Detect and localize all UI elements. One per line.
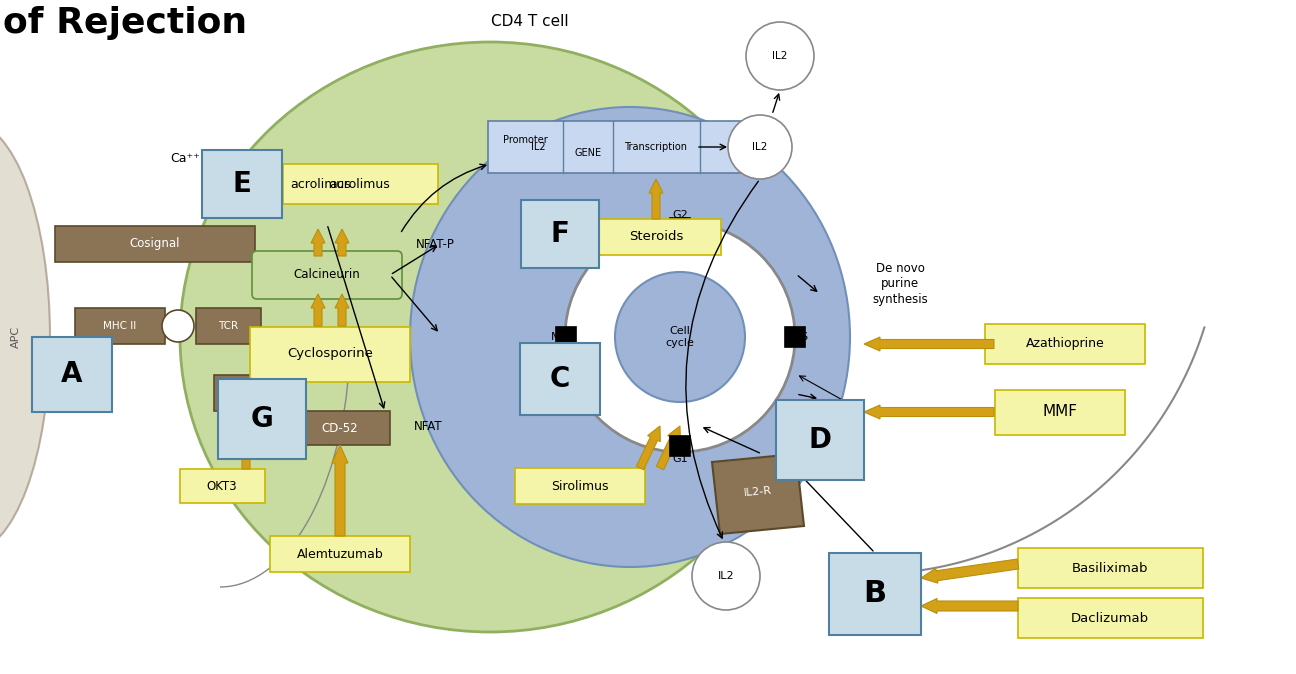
Text: TCR: TCR bbox=[218, 321, 238, 331]
Text: Ca⁺⁺: Ca⁺⁺ bbox=[170, 152, 200, 166]
Bar bbox=[785, 327, 805, 347]
Text: Alemtuzumab: Alemtuzumab bbox=[297, 547, 384, 561]
FancyArrow shape bbox=[864, 405, 994, 419]
Text: IL2: IL2 bbox=[772, 51, 788, 61]
Text: Daclizumab: Daclizumab bbox=[1070, 611, 1150, 625]
Bar bbox=[515, 468, 645, 504]
Bar bbox=[520, 343, 600, 415]
Bar bbox=[250, 326, 410, 381]
Bar bbox=[180, 469, 264, 503]
Polygon shape bbox=[712, 454, 804, 534]
Text: Cell
cycle: Cell cycle bbox=[666, 326, 695, 348]
Text: acrolimus: acrolimus bbox=[290, 177, 351, 191]
Text: A: A bbox=[61, 360, 83, 388]
Bar bbox=[32, 336, 111, 412]
Bar bbox=[489, 121, 748, 173]
Text: Cosignal: Cosignal bbox=[130, 237, 180, 251]
Circle shape bbox=[162, 310, 194, 342]
Text: IL2-R: IL2-R bbox=[744, 486, 772, 498]
Text: B: B bbox=[863, 580, 886, 609]
Text: GENE: GENE bbox=[574, 148, 601, 158]
FancyArrow shape bbox=[332, 445, 349, 536]
Text: Transcription: Transcription bbox=[625, 142, 687, 152]
FancyArrow shape bbox=[656, 426, 680, 470]
Circle shape bbox=[746, 22, 814, 90]
Text: C: C bbox=[550, 365, 570, 393]
Bar bbox=[196, 308, 260, 344]
Bar bbox=[290, 411, 390, 445]
Text: G1: G1 bbox=[673, 454, 688, 464]
Text: De novo
purine
synthesis: De novo purine synthesis bbox=[872, 262, 928, 305]
Bar bbox=[670, 218, 689, 238]
Bar bbox=[985, 324, 1144, 364]
Ellipse shape bbox=[410, 107, 850, 567]
Text: OKT3: OKT3 bbox=[206, 479, 237, 493]
FancyArrow shape bbox=[334, 294, 349, 326]
FancyArrow shape bbox=[238, 411, 253, 469]
Bar bbox=[270, 536, 410, 572]
Text: F: F bbox=[551, 220, 569, 248]
Text: MHC II: MHC II bbox=[104, 321, 136, 331]
Bar bbox=[591, 219, 721, 255]
FancyArrow shape bbox=[921, 559, 1019, 583]
FancyArrow shape bbox=[864, 337, 994, 351]
Text: Azathioprine: Azathioprine bbox=[1025, 338, 1104, 350]
Ellipse shape bbox=[180, 42, 800, 632]
Bar bbox=[1017, 548, 1203, 588]
Circle shape bbox=[616, 272, 745, 402]
Ellipse shape bbox=[0, 122, 51, 552]
Circle shape bbox=[692, 542, 759, 610]
Text: APC: APC bbox=[10, 326, 21, 348]
Text: IL2: IL2 bbox=[530, 142, 546, 152]
FancyBboxPatch shape bbox=[251, 251, 402, 299]
Text: CD4 T cell: CD4 T cell bbox=[491, 14, 569, 29]
Bar bbox=[829, 553, 921, 635]
Text: Calcineurin: Calcineurin bbox=[294, 268, 360, 282]
Text: G: G bbox=[250, 405, 273, 433]
Bar bbox=[283, 164, 438, 204]
Bar bbox=[995, 390, 1125, 435]
Bar bbox=[75, 308, 165, 344]
Text: S: S bbox=[801, 332, 807, 342]
FancyArrow shape bbox=[334, 229, 349, 256]
Bar bbox=[670, 436, 689, 456]
Bar bbox=[202, 150, 283, 218]
FancyArrow shape bbox=[311, 294, 325, 326]
Text: M: M bbox=[551, 332, 561, 342]
Bar bbox=[521, 200, 599, 268]
FancyArrow shape bbox=[649, 179, 664, 219]
Text: G2: G2 bbox=[673, 210, 688, 220]
Bar bbox=[556, 327, 575, 347]
Text: IL2: IL2 bbox=[752, 142, 767, 152]
Text: MMF: MMF bbox=[1042, 404, 1077, 419]
Text: NFAT: NFAT bbox=[413, 419, 442, 433]
Text: Cyclosporine: Cyclosporine bbox=[286, 348, 373, 361]
Bar bbox=[214, 375, 279, 411]
Text: Basiliximab: Basiliximab bbox=[1072, 561, 1148, 574]
Text: D: D bbox=[809, 426, 832, 454]
Text: NFAT-P: NFAT-P bbox=[416, 237, 455, 251]
Text: acrolimus: acrolimus bbox=[329, 177, 390, 191]
FancyArrow shape bbox=[636, 426, 660, 470]
FancyArrow shape bbox=[311, 229, 325, 256]
Text: of Rejection: of Rejection bbox=[3, 6, 248, 40]
Circle shape bbox=[728, 115, 792, 179]
Text: IL2: IL2 bbox=[718, 571, 735, 581]
Bar bbox=[54, 226, 255, 262]
Text: E: E bbox=[232, 170, 251, 198]
Text: CD-52: CD-52 bbox=[321, 421, 358, 435]
Bar bbox=[1017, 598, 1203, 638]
FancyArrow shape bbox=[921, 599, 1017, 613]
Text: Steroids: Steroids bbox=[629, 231, 683, 243]
Bar bbox=[218, 379, 306, 459]
Text: Promoter: Promoter bbox=[503, 135, 547, 145]
Text: CD3: CD3 bbox=[235, 388, 258, 398]
Text: Sirolimus: Sirolimus bbox=[551, 479, 609, 493]
Bar bbox=[776, 400, 864, 480]
Circle shape bbox=[565, 222, 794, 452]
